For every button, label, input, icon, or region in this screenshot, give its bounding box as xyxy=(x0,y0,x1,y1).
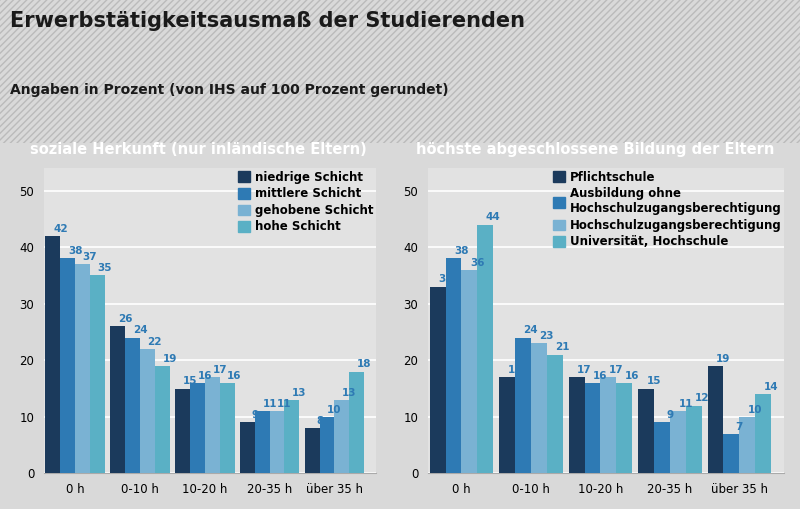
Bar xyxy=(478,224,494,473)
Text: 17: 17 xyxy=(577,365,592,375)
Bar xyxy=(270,411,285,473)
Bar xyxy=(240,422,254,473)
Text: 24: 24 xyxy=(133,325,147,335)
Text: 16: 16 xyxy=(625,371,639,381)
Legend: Pflichtschule, Ausbildung ohne
Hochschulzugangsberechtigung, Hochschulzugangsber: Pflichtschule, Ausbildung ohne Hochschul… xyxy=(554,171,782,248)
Text: 9: 9 xyxy=(666,410,674,420)
Text: 33: 33 xyxy=(438,274,453,285)
Text: höchste abgeschlossene Bildung der Eltern: höchste abgeschlossene Bildung der Elter… xyxy=(416,142,774,157)
Bar xyxy=(686,406,702,473)
Bar xyxy=(190,383,205,473)
Bar xyxy=(638,388,654,473)
Text: 23: 23 xyxy=(540,331,554,341)
Text: soziale Herkunft (nur inländische Eltern): soziale Herkunft (nur inländische Eltern… xyxy=(30,142,366,157)
Bar xyxy=(60,259,75,473)
Text: 12: 12 xyxy=(694,393,709,403)
Bar xyxy=(285,400,299,473)
Bar xyxy=(723,434,739,473)
Text: 38: 38 xyxy=(68,246,82,256)
Text: 37: 37 xyxy=(82,252,98,262)
Bar xyxy=(585,383,601,473)
Text: 8: 8 xyxy=(316,416,323,426)
Bar xyxy=(350,372,364,473)
Text: Angaben in Prozent (von IHS auf 100 Prozent gerundet): Angaben in Prozent (von IHS auf 100 Proz… xyxy=(10,82,448,97)
Bar xyxy=(601,377,616,473)
Text: 10: 10 xyxy=(748,405,762,414)
Bar xyxy=(110,326,125,473)
Text: Erwerbstätigkeitsausmaß der Studierenden: Erwerbstätigkeitsausmaß der Studierenden xyxy=(10,11,525,32)
Bar xyxy=(515,337,531,473)
Bar xyxy=(616,383,632,473)
Text: 13: 13 xyxy=(342,387,357,398)
Bar xyxy=(46,236,60,473)
Text: 26: 26 xyxy=(118,314,132,324)
Text: 9: 9 xyxy=(251,410,258,420)
Bar xyxy=(220,383,234,473)
Bar xyxy=(446,259,462,473)
Bar xyxy=(430,287,446,473)
Text: 11: 11 xyxy=(278,399,292,409)
Text: 16: 16 xyxy=(227,371,242,381)
Text: 19: 19 xyxy=(162,354,177,363)
Text: 11: 11 xyxy=(678,399,693,409)
Bar xyxy=(319,417,334,473)
Text: 44: 44 xyxy=(486,212,501,222)
Text: 14: 14 xyxy=(764,382,778,392)
Text: 11: 11 xyxy=(262,399,277,409)
Bar xyxy=(140,349,155,473)
Text: 16: 16 xyxy=(198,371,212,381)
Text: 13: 13 xyxy=(292,387,306,398)
Bar xyxy=(707,366,723,473)
Bar xyxy=(499,377,515,473)
Text: 16: 16 xyxy=(593,371,608,381)
Bar xyxy=(125,337,140,473)
Text: 17: 17 xyxy=(508,365,522,375)
Bar xyxy=(155,366,170,473)
Text: 36: 36 xyxy=(470,258,485,268)
Text: 18: 18 xyxy=(357,359,371,370)
Text: 24: 24 xyxy=(524,325,538,335)
Text: 10: 10 xyxy=(327,405,342,414)
Text: 15: 15 xyxy=(182,376,198,386)
Bar xyxy=(739,417,755,473)
Bar xyxy=(334,400,350,473)
Text: 17: 17 xyxy=(212,365,227,375)
Bar xyxy=(90,275,105,473)
Text: 35: 35 xyxy=(98,263,112,273)
Bar xyxy=(75,264,90,473)
Bar xyxy=(254,411,270,473)
Text: 21: 21 xyxy=(555,343,570,352)
Text: 38: 38 xyxy=(454,246,469,256)
Legend: niedrige Schicht, mittlere Schicht, gehobene Schicht, hohe Schicht: niedrige Schicht, mittlere Schicht, geho… xyxy=(238,171,374,234)
Text: 22: 22 xyxy=(147,336,162,347)
Bar xyxy=(205,377,220,473)
Bar xyxy=(462,270,478,473)
Text: 19: 19 xyxy=(716,354,730,363)
Text: 7: 7 xyxy=(736,421,743,432)
Bar xyxy=(175,388,190,473)
Bar xyxy=(305,428,319,473)
Text: 17: 17 xyxy=(609,365,624,375)
Text: 42: 42 xyxy=(53,223,68,234)
Bar xyxy=(547,355,562,473)
Text: 15: 15 xyxy=(646,376,662,386)
Bar xyxy=(755,394,771,473)
Bar xyxy=(531,343,547,473)
Bar xyxy=(569,377,585,473)
Bar xyxy=(654,422,670,473)
Bar xyxy=(670,411,686,473)
